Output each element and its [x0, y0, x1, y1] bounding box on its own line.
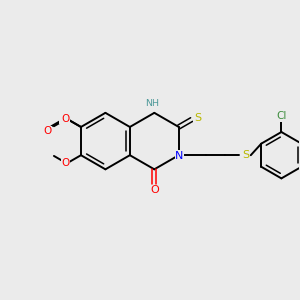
Text: S: S: [242, 150, 249, 160]
Text: S: S: [194, 113, 201, 123]
Text: O: O: [44, 126, 52, 136]
Text: O: O: [150, 185, 159, 195]
Text: O: O: [60, 113, 68, 123]
Text: O: O: [61, 114, 70, 124]
Text: N: N: [175, 151, 184, 161]
Text: O: O: [61, 158, 70, 168]
Text: NH: NH: [145, 99, 159, 108]
Text: Cl: Cl: [276, 111, 286, 121]
